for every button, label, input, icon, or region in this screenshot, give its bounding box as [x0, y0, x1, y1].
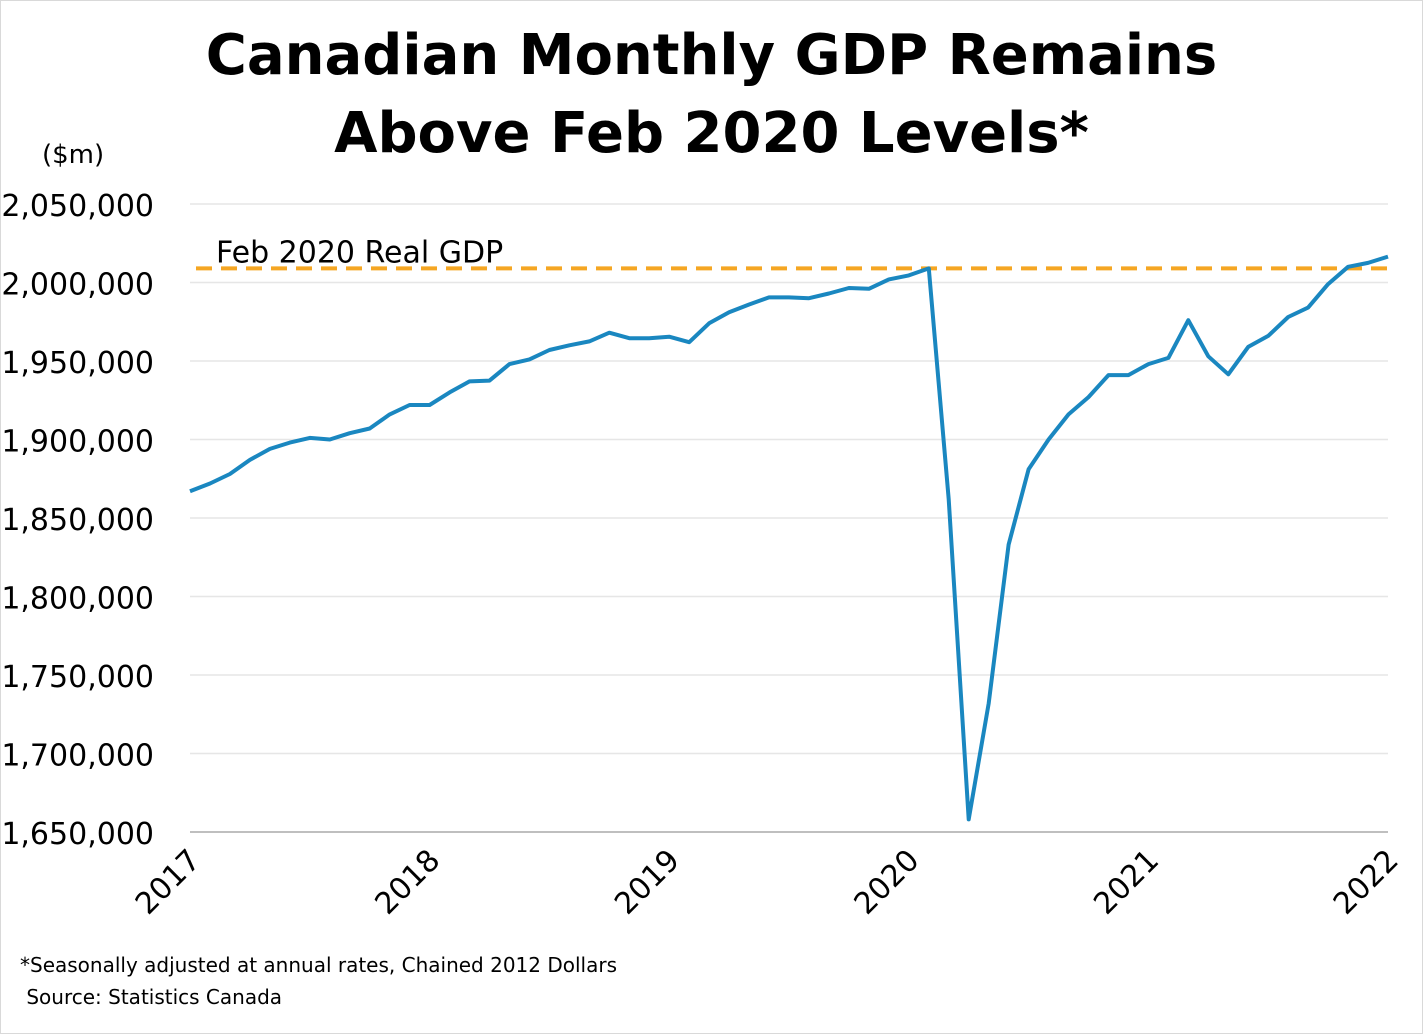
y-axis-unit-label: ($m): [42, 140, 105, 170]
y-tick-label: 2,000,000: [1, 268, 154, 303]
gdp-series-line: [189, 254, 1389, 822]
y-tick-label: 1,850,000: [1, 503, 154, 538]
footnote-seasonal-adjustment: *Seasonally adjusted at annual rates, Ch…: [20, 953, 618, 977]
y-tick-label: 2,050,000: [1, 189, 154, 224]
y-tick-label: 1,900,000: [1, 425, 154, 460]
reference-line-label: Feb 2020 Real GDP: [216, 235, 503, 270]
y-axis-tick-labels: 1,650,000 1,700,000 1,750,000 1,800,000 1,85…: [1, 189, 154, 852]
x-tick-label: 2022: [1327, 843, 1406, 922]
x-tick-label: 2020: [848, 843, 927, 922]
y-tick-label: 1,700,000: [1, 739, 154, 774]
chart-title-line-1: Canadian Monthly GDP Remains: [205, 23, 1218, 88]
x-tick-label: 2019: [608, 843, 687, 922]
gridlines: [190, 203, 1388, 755]
x-tick-label: 2021: [1087, 843, 1166, 922]
footnote-source: Source: Statistics Canada: [20, 985, 283, 1009]
chart-title-line-2: Above Feb 2020 Levels*: [334, 101, 1089, 166]
y-tick-label: 1,750,000: [1, 660, 154, 695]
x-tick-label: 2018: [369, 843, 448, 922]
y-tick-label: 1,950,000: [1, 346, 154, 381]
y-tick-label: 1,800,000: [1, 582, 154, 617]
y-tick-label: 1,650,000: [1, 817, 154, 852]
x-tick-label: 2017: [129, 843, 208, 922]
x-axis-tick-labels: 2017 2018 2019 2020 2021 2022: [129, 843, 1406, 922]
